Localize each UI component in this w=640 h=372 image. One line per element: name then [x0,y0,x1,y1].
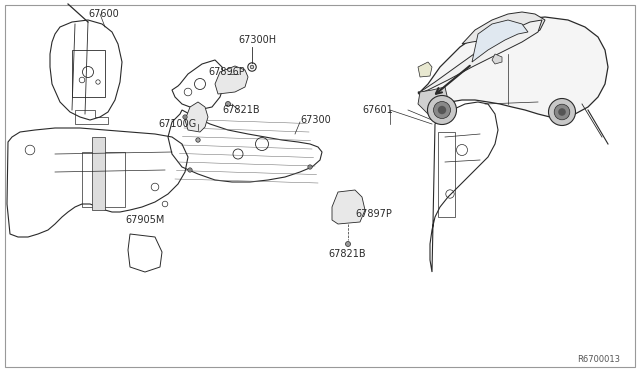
Polygon shape [418,20,542,94]
Polygon shape [472,20,528,62]
Text: 67896P: 67896P [208,67,244,77]
Circle shape [250,65,254,69]
Circle shape [183,115,188,119]
Text: 67100G: 67100G [158,119,196,129]
Circle shape [188,168,192,172]
Polygon shape [215,66,248,94]
Circle shape [548,99,575,125]
Polygon shape [418,62,432,77]
Text: R6700013: R6700013 [577,356,620,365]
Polygon shape [418,17,608,117]
Circle shape [428,96,456,125]
Circle shape [554,104,570,120]
Text: 67821B: 67821B [328,249,365,259]
Circle shape [225,102,230,106]
Text: 67600: 67600 [88,9,119,19]
Text: 67300: 67300 [300,115,331,125]
Polygon shape [492,54,502,64]
Circle shape [346,241,351,247]
Circle shape [196,138,200,142]
Polygon shape [462,12,545,44]
Polygon shape [332,190,365,224]
Polygon shape [418,87,448,114]
Text: 67905M: 67905M [125,215,164,225]
Text: 67601: 67601 [362,105,393,115]
Circle shape [308,165,312,169]
Circle shape [558,108,566,116]
Text: 67300H: 67300H [238,35,276,45]
Polygon shape [92,137,105,210]
Text: 67821B: 67821B [222,105,260,115]
Text: 67897P: 67897P [355,209,392,219]
Circle shape [438,106,446,114]
Circle shape [433,102,451,119]
Polygon shape [185,102,208,132]
